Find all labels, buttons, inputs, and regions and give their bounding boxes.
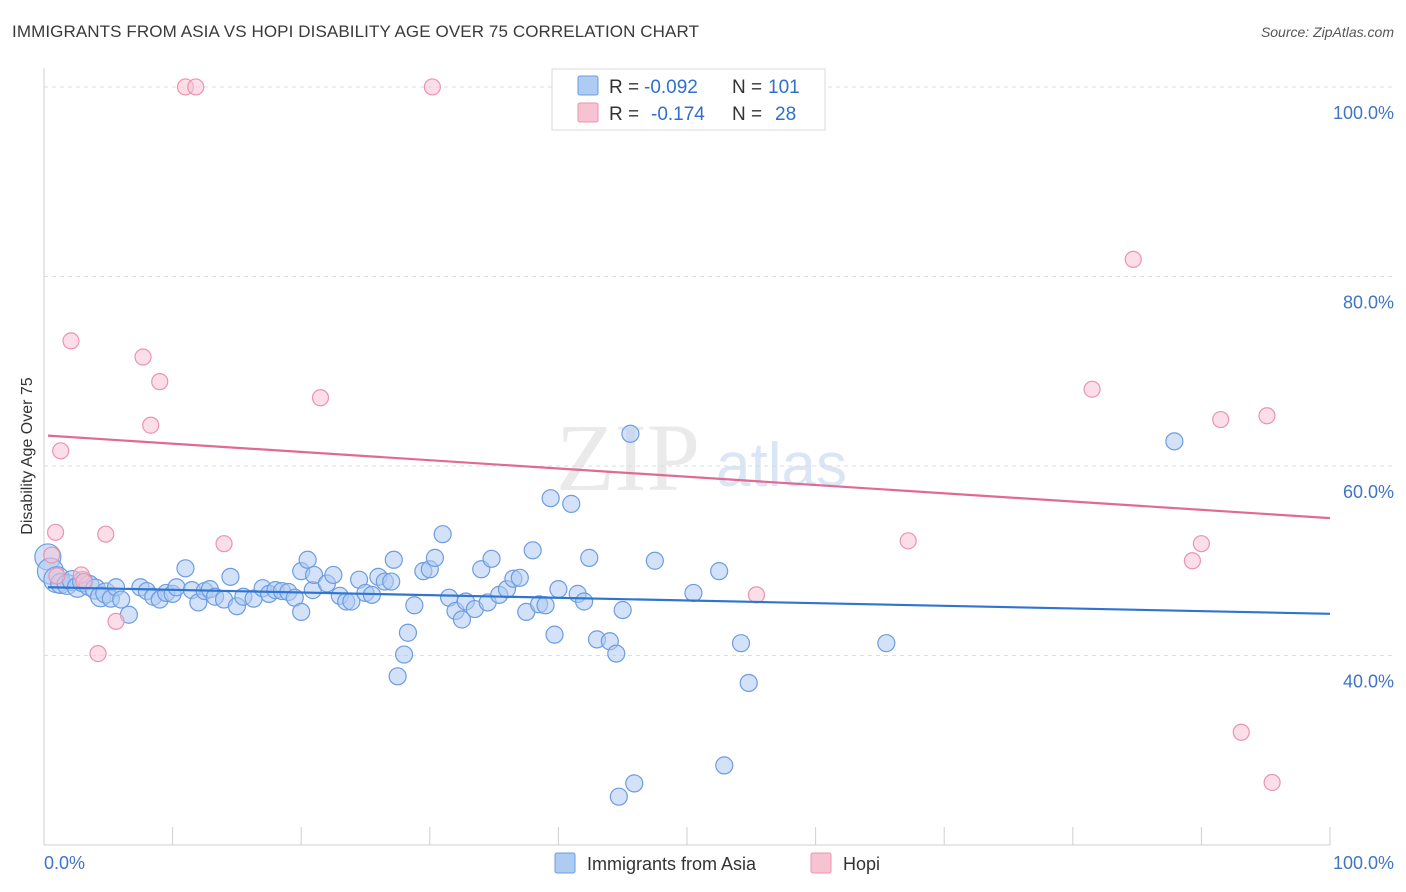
data-point-asia bbox=[452, 610, 472, 629]
series-hopi-points bbox=[43, 78, 1281, 792]
data-point-asia bbox=[523, 541, 542, 560]
y-tick-label: 40.0% bbox=[1343, 671, 1394, 691]
data-point-asia bbox=[292, 602, 311, 622]
data-point-asia bbox=[607, 644, 626, 663]
data-point-asia bbox=[715, 756, 734, 775]
legend-n-label: N = bbox=[732, 104, 762, 125]
data-point-asia bbox=[324, 565, 343, 585]
data-point-asia bbox=[398, 623, 418, 642]
data-point-hopi bbox=[1124, 250, 1142, 269]
data-point-hopi bbox=[215, 535, 233, 553]
legend-r-value: -0.174 bbox=[651, 104, 705, 125]
y-tick-label: 60.0% bbox=[1343, 482, 1394, 502]
data-point-asia bbox=[1165, 432, 1184, 451]
watermark-zip: ZIP bbox=[556, 404, 700, 511]
data-point-hopi bbox=[747, 586, 766, 604]
data-point-asia bbox=[562, 494, 581, 513]
data-point-asia bbox=[482, 549, 501, 568]
data-point-asia bbox=[176, 559, 195, 578]
data-point-hopi bbox=[899, 532, 917, 550]
data-point-asia bbox=[621, 424, 640, 443]
data-point-hopi bbox=[1232, 723, 1250, 741]
data-point-asia bbox=[510, 568, 529, 587]
trend-line-hopi bbox=[47, 434, 1331, 520]
data-point-hopi bbox=[75, 572, 93, 591]
data-point-asia bbox=[394, 645, 414, 664]
data-point-hopi bbox=[48, 567, 66, 585]
legend-top: R = -0.092 N = 101 R = -0.174 N = 28 bbox=[551, 68, 826, 131]
legend-r-label: R = bbox=[609, 104, 639, 125]
data-point-asia bbox=[221, 567, 240, 586]
data-point-asia bbox=[382, 572, 401, 591]
data-point-hopi bbox=[151, 373, 169, 391]
data-point-hopi bbox=[311, 389, 330, 407]
trend-lines bbox=[47, 434, 1331, 615]
data-point-asia bbox=[625, 774, 644, 793]
data-point-asia bbox=[304, 565, 324, 585]
legend-swatch-pink bbox=[577, 102, 599, 123]
data-point-hopi bbox=[107, 612, 125, 630]
data-point-asia bbox=[684, 583, 703, 603]
data-point-asia bbox=[731, 634, 751, 653]
data-point-hopi bbox=[1258, 407, 1276, 425]
data-point-hopi bbox=[62, 332, 80, 350]
data-point-asia bbox=[112, 590, 131, 609]
y-tick-label: 80.0% bbox=[1343, 292, 1394, 312]
data-point-asia bbox=[433, 525, 452, 544]
data-point-asia bbox=[609, 787, 628, 806]
data-point-hopi bbox=[134, 348, 152, 366]
trend-line-asia bbox=[47, 586, 1331, 615]
legend-r-label: R = bbox=[609, 77, 639, 98]
chart-title: IMMIGRANTS FROM ASIA VS HOPI DISABILITY … bbox=[12, 22, 700, 41]
legend-bottom-swatch-blue bbox=[554, 852, 576, 874]
data-point-asia bbox=[739, 673, 758, 693]
data-point-hopi bbox=[1212, 410, 1230, 429]
data-point-asia bbox=[549, 580, 568, 599]
data-point-asia bbox=[541, 489, 560, 508]
data-point-asia bbox=[545, 625, 564, 644]
legend-bottom-label-asia: Immigrants from Asia bbox=[587, 854, 757, 874]
legend-n-value: 101 bbox=[768, 77, 800, 98]
data-point-hopi bbox=[52, 442, 70, 460]
data-point-asia bbox=[710, 562, 729, 581]
y-tick-labels: 40.0% 60.0% 80.0% 100.0% bbox=[1333, 103, 1394, 692]
legend-swatch-blue bbox=[577, 75, 599, 96]
data-point-asia bbox=[575, 592, 594, 611]
data-point-asia bbox=[405, 596, 424, 615]
x-axis-ticks bbox=[43, 827, 1331, 845]
data-point-asia bbox=[613, 600, 632, 620]
source-credit: Source: ZipAtlas.com bbox=[1260, 24, 1394, 40]
data-point-asia bbox=[388, 667, 407, 686]
data-point-hopi bbox=[89, 644, 107, 663]
y-tick-label: 100.0% bbox=[1333, 103, 1394, 123]
data-point-asia bbox=[167, 578, 186, 597]
legend-bottom-label-hopi: Hopi bbox=[843, 854, 880, 874]
data-point-asia bbox=[425, 548, 445, 567]
data-point-hopi bbox=[46, 523, 65, 541]
data-point-asia bbox=[877, 634, 896, 653]
data-point-hopi bbox=[1083, 380, 1101, 398]
data-point-hopi bbox=[97, 525, 115, 543]
data-point-hopi bbox=[142, 416, 160, 434]
y-axis-title: Disability Age Over 75 bbox=[19, 377, 36, 535]
x-tick-label-min: 0.0% bbox=[44, 853, 85, 873]
legend-r-value: -0.092 bbox=[644, 77, 698, 98]
x-tick-label-max: 100.0% bbox=[1333, 853, 1394, 873]
data-point-hopi bbox=[187, 78, 205, 96]
data-point-asia bbox=[645, 551, 664, 570]
data-point-asia bbox=[536, 596, 555, 615]
data-point-hopi bbox=[423, 78, 441, 96]
legend-bottom-swatch-pink bbox=[810, 852, 832, 874]
legend-n-label: N = bbox=[732, 77, 762, 98]
data-point-hopi bbox=[43, 546, 61, 564]
data-point-asia bbox=[384, 550, 403, 569]
data-point-hopi bbox=[1263, 773, 1281, 792]
legend-bottom: Immigrants from Asia Hopi bbox=[554, 852, 880, 874]
legend-n-value: 28 bbox=[775, 104, 796, 125]
data-point-asia bbox=[298, 550, 317, 569]
data-point-hopi bbox=[1183, 552, 1201, 570]
data-point-asia bbox=[580, 548, 599, 567]
data-point-hopi bbox=[1192, 535, 1211, 553]
